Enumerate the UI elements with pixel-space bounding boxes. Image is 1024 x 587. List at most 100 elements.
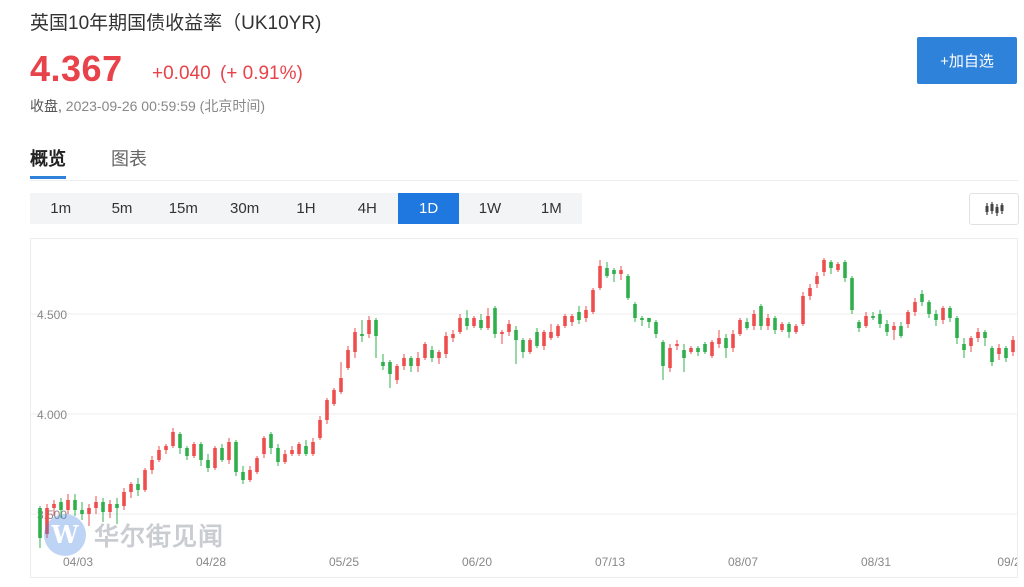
- candle: [738, 318, 742, 336]
- candle-body: [605, 268, 609, 276]
- candle: [514, 326, 518, 364]
- candle: [353, 328, 357, 358]
- period-1m[interactable]: 1m: [50, 200, 72, 217]
- candle: [311, 438, 315, 456]
- candle-body: [570, 316, 574, 322]
- tab-chart[interactable]: 图表: [111, 149, 147, 169]
- candle: [136, 478, 140, 496]
- candle-body: [535, 332, 539, 346]
- candle-body: [458, 318, 462, 332]
- candle-body: [346, 350, 350, 368]
- candle-body: [395, 366, 399, 380]
- candle-body: [906, 312, 910, 324]
- candlestick-chart[interactable]: 3.500 4.000 4.500 04/03 04/28 05/25 06/20 07/13…: [31, 239, 1018, 578]
- candle: [570, 314, 574, 326]
- candle: [59, 498, 63, 518]
- candle-body: [528, 340, 532, 352]
- candle-body: [850, 278, 854, 310]
- candle: [542, 330, 546, 350]
- candle: [626, 274, 630, 300]
- candle-body: [990, 348, 994, 362]
- candle-body: [493, 308, 497, 334]
- candle-body: [976, 332, 980, 338]
- candle: [668, 344, 672, 372]
- period-5m[interactable]: 5m: [111, 200, 133, 217]
- candle-body: [514, 330, 518, 340]
- candle-body: [472, 318, 476, 326]
- candle: [990, 346, 994, 366]
- candle-body: [297, 444, 301, 454]
- candle: [661, 340, 665, 380]
- candle: [332, 388, 336, 406]
- candle: [206, 454, 210, 472]
- period-1h[interactable]: 1H: [296, 200, 316, 217]
- candle-body: [486, 316, 490, 328]
- candle: [227, 438, 231, 464]
- candle-body: [885, 324, 889, 332]
- period-15m[interactable]: 15m: [168, 200, 198, 217]
- status-line: 收盘, 2023-09-26 00:59:59 (北京时间): [30, 96, 265, 116]
- candle: [948, 306, 952, 322]
- candle-body: [969, 338, 973, 346]
- candle: [878, 310, 882, 328]
- candle-body: [864, 316, 868, 326]
- candle: [500, 330, 504, 344]
- candle: [710, 340, 714, 358]
- candle: [759, 304, 763, 330]
- candle: [87, 504, 91, 526]
- period-30m[interactable]: 30m: [230, 200, 260, 217]
- candle: [192, 442, 196, 458]
- candle: [234, 440, 238, 476]
- period-1d[interactable]: 1D: [397, 193, 460, 224]
- candle-body: [612, 270, 616, 274]
- candle-body: [521, 340, 525, 352]
- candle-body: [66, 500, 70, 510]
- candle: [780, 322, 784, 332]
- candle: [248, 466, 252, 482]
- candle-body: [542, 332, 546, 346]
- candle-body: [773, 318, 777, 330]
- candle-body: [374, 320, 378, 336]
- candle-body: [815, 276, 819, 284]
- candle-body: [87, 508, 91, 514]
- x-tick-label: 05/25: [329, 555, 359, 569]
- candle: [52, 500, 56, 516]
- candle-body: [871, 316, 875, 318]
- candle: [409, 356, 413, 372]
- candle: [339, 362, 343, 394]
- candle-body: [171, 432, 175, 446]
- candle-body: [115, 504, 119, 508]
- chart-type-button[interactable]: [969, 193, 1019, 225]
- candle-body: [213, 448, 217, 468]
- candle: [1011, 336, 1015, 356]
- candle-body: [577, 312, 581, 320]
- period-1w[interactable]: 1W: [478, 200, 502, 217]
- candle-body: [430, 350, 434, 358]
- candle: [766, 314, 770, 330]
- candle: [241, 466, 245, 484]
- candle: [381, 354, 385, 370]
- chart-container[interactable]: 3.500 4.000 4.500 04/03 04/28 05/25 06/20 07/13…: [30, 238, 1018, 578]
- candle-body: [227, 442, 231, 460]
- candle-body: [402, 358, 406, 366]
- candle: [486, 308, 490, 330]
- candle: [927, 300, 931, 318]
- candle-body: [794, 326, 798, 332]
- add-to-watchlist-button[interactable]: +加自选: [917, 37, 1017, 84]
- candle-body: [52, 504, 56, 508]
- candle-body: [409, 358, 413, 366]
- tab-bar: 概览 图表: [30, 142, 1018, 181]
- candle: [969, 336, 973, 352]
- candle: [108, 500, 112, 518]
- period-4h[interactable]: 4H: [357, 200, 377, 217]
- candle-body: [787, 324, 791, 332]
- candle-body: [353, 332, 357, 352]
- x-tick-label: 08/07: [728, 555, 758, 569]
- candle: [164, 444, 168, 454]
- candle-body: [696, 348, 700, 352]
- candle-body: [549, 332, 553, 338]
- period-1mo[interactable]: 1M: [540, 200, 562, 217]
- candle-body: [836, 264, 840, 270]
- candle-body: [500, 332, 504, 334]
- tab-overview[interactable]: 概览: [30, 149, 66, 169]
